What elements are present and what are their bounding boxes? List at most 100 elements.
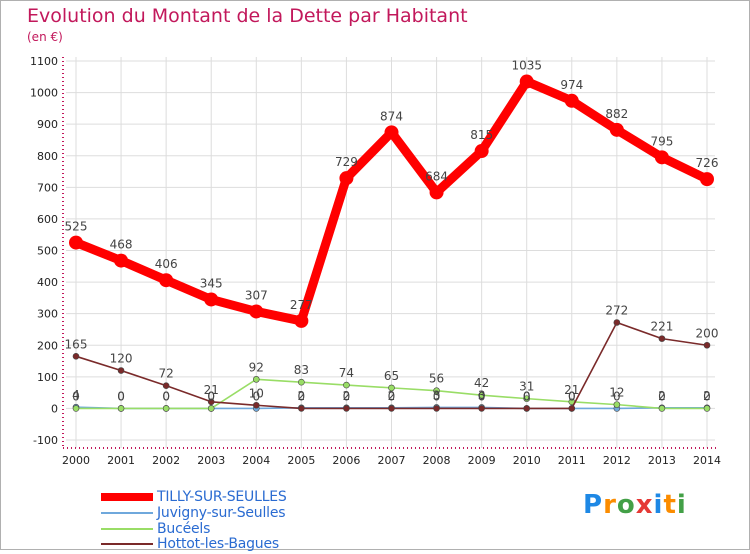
data-label: 0 — [117, 389, 125, 403]
data-label: 0 — [568, 389, 576, 403]
data-label: 3 — [433, 388, 441, 402]
data-point — [298, 405, 305, 412]
data-point — [117, 405, 125, 412]
x-tick-label: 2014 — [693, 454, 721, 467]
data-point — [478, 391, 485, 399]
legend-swatch — [101, 528, 153, 530]
data-label: 1035 — [511, 59, 542, 73]
data-label: 0 — [658, 389, 666, 403]
data-label: 0 — [388, 389, 396, 403]
data-point — [204, 292, 219, 307]
x-tick-label: 2011 — [558, 454, 586, 467]
x-tick-label: 2006 — [332, 454, 360, 467]
data-point — [114, 253, 129, 268]
data-label: 3 — [478, 388, 486, 402]
data-label: 974 — [560, 78, 583, 92]
data-label: 12 — [609, 386, 624, 400]
data-label: 2 — [703, 389, 711, 403]
x-tick-label: 2005 — [287, 454, 315, 467]
data-label: 72 — [159, 367, 174, 381]
logo-letter: t — [663, 490, 677, 520]
data-point — [474, 144, 489, 159]
data-point — [388, 384, 395, 392]
data-label: 272 — [605, 304, 628, 318]
data-label: 0 — [207, 389, 215, 403]
data-point — [564, 93, 579, 108]
data-point — [613, 401, 621, 408]
data-label: 468 — [110, 238, 133, 252]
data-label: 2 — [343, 389, 351, 403]
data-point — [519, 74, 534, 89]
data-label: 21 — [564, 383, 579, 397]
data-point — [609, 122, 624, 137]
data-point — [294, 313, 309, 328]
data-label: 0 — [252, 389, 260, 403]
data-label: 10 — [249, 386, 264, 400]
chart-title: Evolution du Montant de la Dette par Hab… — [27, 5, 468, 27]
legend-swatch — [101, 493, 153, 501]
data-label: 277 — [290, 298, 313, 312]
data-point — [654, 150, 669, 165]
y-tick-label: 700 — [37, 181, 58, 194]
data-point — [429, 185, 444, 200]
data-label: 406 — [155, 257, 178, 271]
data-label: 0 — [298, 389, 306, 403]
y-tick-label: 900 — [37, 118, 58, 131]
legend-swatch — [101, 512, 153, 514]
y-tick-label: 300 — [37, 308, 58, 321]
y-tick-label: -100 — [33, 434, 58, 447]
y-tick-label: 100 — [37, 371, 58, 384]
data-label: 0 — [478, 389, 486, 403]
legend-swatch — [101, 543, 153, 545]
data-label: 31 — [519, 380, 534, 394]
data-label: 21 — [204, 383, 219, 397]
data-point — [72, 353, 80, 360]
data-point — [339, 171, 354, 186]
data-point — [117, 367, 125, 374]
data-point — [523, 395, 531, 402]
data-label: 0 — [568, 389, 576, 403]
logo-letter: P — [583, 490, 604, 520]
data-label: 0 — [433, 389, 441, 403]
data-point — [162, 382, 170, 389]
data-label: 307 — [245, 288, 268, 302]
y-tick-label: 400 — [37, 276, 58, 289]
data-point — [69, 235, 83, 250]
data-label: 882 — [605, 107, 628, 121]
data-label: 200 — [696, 326, 719, 340]
data-point — [249, 304, 264, 319]
logo-letter: x — [635, 490, 654, 520]
data-point — [658, 405, 666, 412]
logo-letter: o — [616, 490, 636, 520]
logo-letter: i — [676, 490, 687, 520]
data-label: 92 — [249, 360, 264, 374]
logo-letter: r — [603, 490, 617, 520]
data-label: 83 — [294, 363, 309, 377]
data-label: 120 — [110, 352, 133, 366]
x-tick-label: 2003 — [197, 454, 225, 467]
data-label: 42 — [474, 376, 489, 390]
data-point — [568, 405, 576, 412]
x-tick-label: 2002 — [152, 454, 180, 467]
y-tick-label: 0 — [51, 402, 58, 415]
data-point — [433, 387, 440, 395]
data-point — [343, 405, 350, 412]
x-tick-label: 2013 — [648, 454, 676, 467]
y-tick-label: 1100 — [30, 55, 58, 68]
data-point — [613, 319, 621, 326]
data-label: 684 — [425, 169, 448, 183]
data-point — [703, 341, 711, 349]
x-tick-label: 2001 — [107, 454, 135, 467]
y-tick-label: 500 — [37, 245, 58, 258]
data-point — [252, 376, 260, 383]
y-tick-label: 800 — [37, 150, 58, 163]
data-point — [207, 405, 215, 412]
y-tick-label: 1000 — [30, 87, 58, 100]
data-point — [523, 405, 531, 412]
data-label: 0 — [523, 389, 531, 403]
data-label: 0 — [72, 389, 80, 403]
data-point — [207, 398, 215, 406]
data-label: 165 — [65, 337, 88, 351]
data-label: 2 — [388, 389, 396, 403]
